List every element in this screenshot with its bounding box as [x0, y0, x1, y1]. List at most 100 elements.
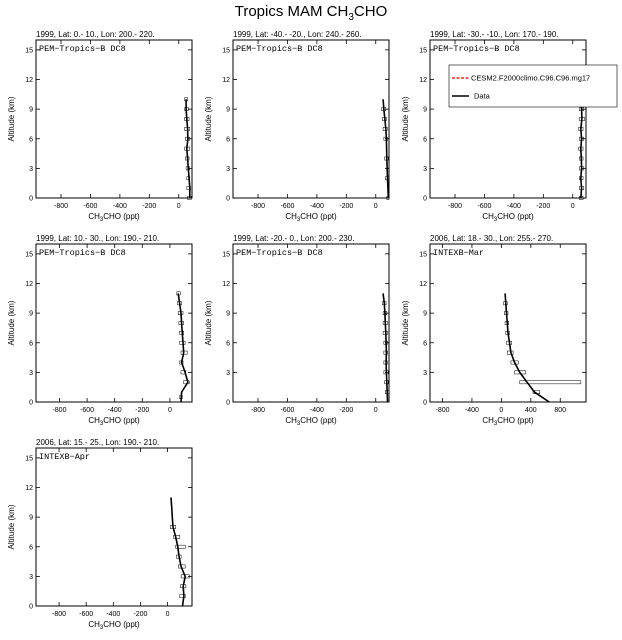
x-axis-label: CH3CHO (ppt)	[88, 416, 140, 427]
y-tick-label: 12	[222, 281, 230, 288]
x-tick-label: 400	[525, 407, 537, 414]
figure-title: Tropics MAM CH3CHO	[0, 3, 622, 23]
legend-box	[448, 64, 618, 108]
y-tick-label: 15	[25, 47, 33, 54]
x-tick-label: -400	[507, 203, 521, 210]
panel-1: 1999, Lat: 0.- 10., Lon: 200.- 220. 0 3 6 9 1…	[7, 30, 193, 223]
x-tick-label: 0	[177, 203, 181, 210]
y-tick-label: 3	[29, 166, 33, 173]
y-tick-label: 0	[29, 196, 33, 203]
panel-5: 1999, Lat: -20.- 0., Lon: 200.- 230. 0 3 6 9…	[204, 234, 390, 427]
y-tick-label: 9	[423, 311, 427, 318]
y-tick-label: 12	[419, 281, 427, 288]
x-tick-label: -200	[339, 203, 353, 210]
x-axis-label: CH3CHO (ppt)	[88, 620, 140, 631]
panel-3: 1999, Lat: -30.- -10., Lon: 170.- 190. 0 3…	[401, 30, 618, 223]
y-axis-label: Altitude (km)	[401, 96, 410, 141]
panel-7: 2006, Lat: 15.- 25., Lon: 190.- 210. 0 3 6 9…	[7, 438, 193, 631]
series-line-data	[504, 293, 550, 403]
y-tick-label: 15	[222, 251, 230, 258]
x-tick-label: 0	[374, 203, 378, 210]
x-axis-label: CH3CHO (ppt)	[285, 416, 337, 427]
campaign-label: PEM−Tropics−B DC8	[39, 44, 126, 54]
x-tick-label: -400	[310, 407, 324, 414]
x-tick-label: -200	[142, 203, 156, 210]
y-tick-label: 3	[226, 166, 230, 173]
campaign-label: PEM−Tropics−B DC8	[433, 44, 520, 54]
y-axis-label: Altitude (km)	[401, 300, 410, 345]
series-line-data	[185, 99, 191, 198]
plot-frame	[232, 243, 390, 403]
series-line-data	[177, 293, 189, 403]
y-tick-label: 15	[419, 47, 427, 54]
y-tick-label: 12	[222, 77, 230, 84]
x-tick-label: -800	[52, 407, 66, 414]
y-tick-label: 15	[222, 47, 230, 54]
y-tick-label: 12	[25, 485, 33, 492]
x-tick-label: 0	[166, 611, 170, 618]
x-axis-label: CH3CHO (ppt)	[285, 212, 337, 223]
legend-data-label: Data	[474, 92, 491, 101]
y-tick-label: 0	[226, 196, 230, 203]
y-tick-label: 9	[29, 515, 33, 522]
panel-2: 1999, Lat: -40.- -20., Lon: 240.- 260. 0 3…	[204, 30, 390, 223]
campaign-label: INTEXB−Mar	[433, 248, 484, 258]
x-tick-label: -400	[108, 407, 122, 414]
series-line-data	[382, 293, 389, 403]
x-tick-label: -800	[52, 611, 66, 618]
x-tick-label: -600	[280, 407, 294, 414]
y-tick-label: 15	[419, 251, 427, 258]
panel-header: 1999, Lat: -40.- -20., Lon: 240.- 260.	[233, 30, 362, 39]
y-tick-label: 0	[29, 604, 33, 611]
y-axis-label: Altitude (km)	[7, 300, 16, 345]
title-prefix: Tropics MAM CH	[234, 3, 349, 20]
x-tick-label: -200	[339, 407, 353, 414]
data-range-box	[179, 594, 186, 598]
x-tick-label: -600	[477, 203, 491, 210]
x-tick-label: 800	[554, 407, 566, 414]
x-axis-label: CH3CHO (ppt)	[482, 212, 534, 223]
campaign-label: PEM−Tropics−B DC8	[39, 248, 126, 258]
x-tick-label: -800	[251, 203, 265, 210]
y-tick-label: 12	[25, 77, 33, 84]
x-tick-label: 0	[571, 203, 575, 210]
plot-frame	[35, 39, 193, 199]
y-tick-label: 9	[423, 107, 427, 114]
series-line-data	[382, 99, 390, 199]
title-subscript: 3	[348, 12, 354, 23]
panel-header: 1999, Lat: 0.- 10., Lon: 200.- 220.	[36, 30, 155, 39]
x-tick-label: -800	[436, 407, 450, 414]
y-tick-label: 3	[29, 574, 33, 581]
x-axis-label: CH3CHO (ppt)	[88, 212, 140, 223]
y-tick-label: 3	[423, 166, 427, 173]
campaign-label: INTEXB−Apr	[39, 452, 90, 462]
panel-header: 2006, Lat: 15.- 25., Lon: 190.- 210.	[36, 438, 159, 447]
x-tick-label: -600	[80, 407, 94, 414]
y-tick-label: 9	[29, 311, 33, 318]
y-tick-label: 6	[226, 340, 230, 347]
y-tick-label: 9	[226, 311, 230, 318]
x-tick-label: -400	[310, 203, 324, 210]
y-tick-label: 6	[29, 544, 33, 551]
plot-frame	[35, 243, 193, 403]
plot-frame	[35, 447, 193, 607]
y-tick-label: 0	[226, 400, 230, 407]
plot-frame	[232, 39, 390, 199]
x-tick-label: -400	[106, 611, 120, 618]
plot-frame	[429, 243, 587, 403]
x-tick-label: 0	[499, 407, 503, 414]
y-tick-label: 6	[29, 340, 33, 347]
x-tick-label: -600	[280, 203, 294, 210]
panel-6: 2006, Lat: 18.- 30., Lon: 255.- 270. 0 3 6 9…	[401, 234, 587, 427]
y-axis-label: Altitude (km)	[204, 300, 213, 345]
data-range-box	[175, 544, 186, 549]
y-tick-label: 0	[423, 196, 427, 203]
y-tick-label: 6	[226, 136, 230, 143]
x-axis-label: CH3CHO (ppt)	[482, 416, 534, 427]
y-tick-label: 0	[423, 400, 427, 407]
plot-frame	[429, 39, 587, 199]
y-tick-label: 3	[226, 370, 230, 377]
x-tick-label: -400	[465, 407, 479, 414]
x-tick-label: -600	[79, 611, 93, 618]
